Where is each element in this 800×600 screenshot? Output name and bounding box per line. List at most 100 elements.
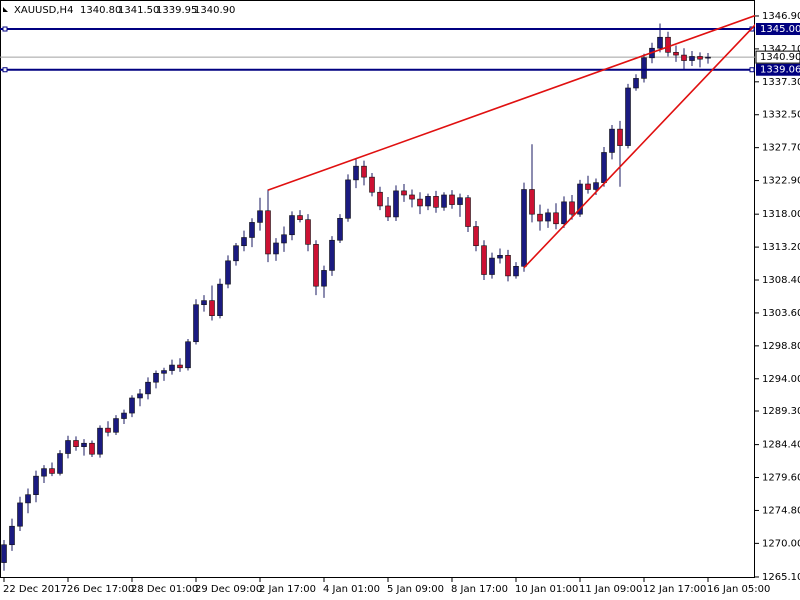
y-tick-label: 1342.10	[762, 44, 800, 55]
candle-body	[217, 283, 223, 316]
candle-body	[225, 260, 231, 285]
x-tick-label: 11 Jan 09:00	[579, 584, 642, 595]
candle-body	[297, 215, 303, 220]
candle-body	[337, 217, 343, 241]
candle-body	[201, 300, 207, 306]
y-tick-label: 1332.50	[762, 110, 800, 121]
candle-body	[705, 56, 711, 59]
x-tick-label: 4 Jan 01:00	[323, 584, 380, 595]
candle-body	[153, 372, 159, 383]
candle-body	[505, 255, 511, 277]
candle-body	[465, 197, 471, 227]
y-tick-label: 1284.40	[762, 440, 800, 451]
y-tick-label: 1346.90	[762, 11, 800, 22]
y-tick-label: 1270.00	[762, 538, 800, 549]
candle-body	[513, 265, 519, 277]
candle-body	[401, 190, 407, 196]
candle-body	[377, 191, 383, 207]
price-label: 1345.00	[760, 24, 800, 35]
candle-body	[305, 219, 311, 245]
candle-body	[57, 453, 63, 474]
symbol: XAUUSD,H4	[14, 5, 73, 16]
candle-body	[561, 201, 567, 225]
candle-body	[169, 364, 175, 371]
candle-body	[545, 212, 551, 222]
candle-body	[121, 412, 127, 419]
candle-body	[281, 234, 287, 244]
candle-body	[585, 183, 591, 190]
x-tick-label: 16 Jan 05:00	[707, 584, 770, 595]
y-tick-label: 1322.90	[762, 176, 800, 187]
candle-body	[577, 183, 583, 215]
candle-body	[81, 442, 87, 447]
plot-frame	[0, 0, 755, 578]
y-tick-label: 1308.40	[762, 275, 800, 286]
candle-body	[625, 87, 631, 146]
candle-body	[313, 244, 319, 287]
candle-body	[409, 194, 415, 200]
x-tick-label: 12 Jan 17:00	[643, 584, 706, 595]
candle-body	[385, 205, 391, 218]
candle-body	[569, 201, 575, 215]
trend-line	[267, 14, 755, 191]
y-tick-label: 1289.30	[762, 406, 800, 417]
x-tick-label: 28 Dec 01:00	[131, 584, 198, 595]
candle-body	[369, 176, 375, 193]
y-tick-label: 1337.30	[762, 77, 800, 88]
candle-body	[497, 255, 503, 259]
candle-body	[601, 152, 607, 183]
candle-body	[65, 440, 71, 454]
candle-body	[689, 56, 695, 61]
candle-body	[473, 226, 479, 247]
y-tick-label: 1265.10	[762, 572, 800, 583]
candle-body	[417, 198, 423, 207]
candle-body	[609, 128, 615, 153]
candle-body	[185, 341, 191, 369]
candle-body	[521, 189, 527, 267]
x-tick-label: 10 Jan 01:00	[515, 584, 578, 595]
x-tick-label: 2 Jan 17:00	[259, 584, 316, 595]
candle-body	[161, 370, 167, 374]
candle-body	[393, 190, 399, 218]
candle-body	[329, 239, 335, 271]
candle-body	[425, 196, 431, 207]
candle-body	[529, 189, 535, 215]
candle-body	[9, 525, 15, 546]
candle-body	[113, 418, 119, 433]
candle-body	[457, 197, 463, 205]
y-tick-label: 1294.00	[762, 374, 800, 385]
candle-body	[489, 257, 495, 275]
candle-body	[177, 364, 183, 369]
candle-body	[233, 245, 239, 262]
candle-body	[633, 78, 639, 89]
y-tick-label: 1274.80	[762, 505, 800, 516]
candle-body	[697, 56, 703, 60]
candle-body	[353, 165, 359, 181]
header-icon	[3, 7, 8, 12]
x-tick-label: 26 Dec 17:00	[67, 584, 134, 595]
line-handle	[2, 67, 8, 73]
x-tick-label: 22 Dec 2017	[3, 584, 67, 595]
price-label-bg	[756, 23, 800, 36]
y-tick-label: 1303.60	[762, 308, 800, 319]
x-tick-label: 29 Dec 09:00	[195, 584, 262, 595]
candle-body	[249, 222, 255, 238]
trend-line	[523, 23, 755, 269]
candle-body	[665, 36, 671, 53]
last-price-label-bg	[755, 50, 800, 64]
candle-body	[321, 270, 327, 287]
candle-body	[657, 36, 663, 49]
y-tick-label: 1313.20	[762, 242, 800, 253]
candle-body	[433, 196, 439, 208]
candle-body	[137, 393, 143, 399]
line-handle	[749, 67, 755, 73]
x-tick-label: 5 Jan 09:00	[387, 584, 444, 595]
candle-body	[73, 440, 79, 447]
candle-body	[17, 502, 23, 527]
candle-body	[25, 494, 31, 504]
candle-body	[449, 194, 455, 205]
candle-body	[49, 468, 55, 474]
price-label-bg	[756, 63, 800, 76]
